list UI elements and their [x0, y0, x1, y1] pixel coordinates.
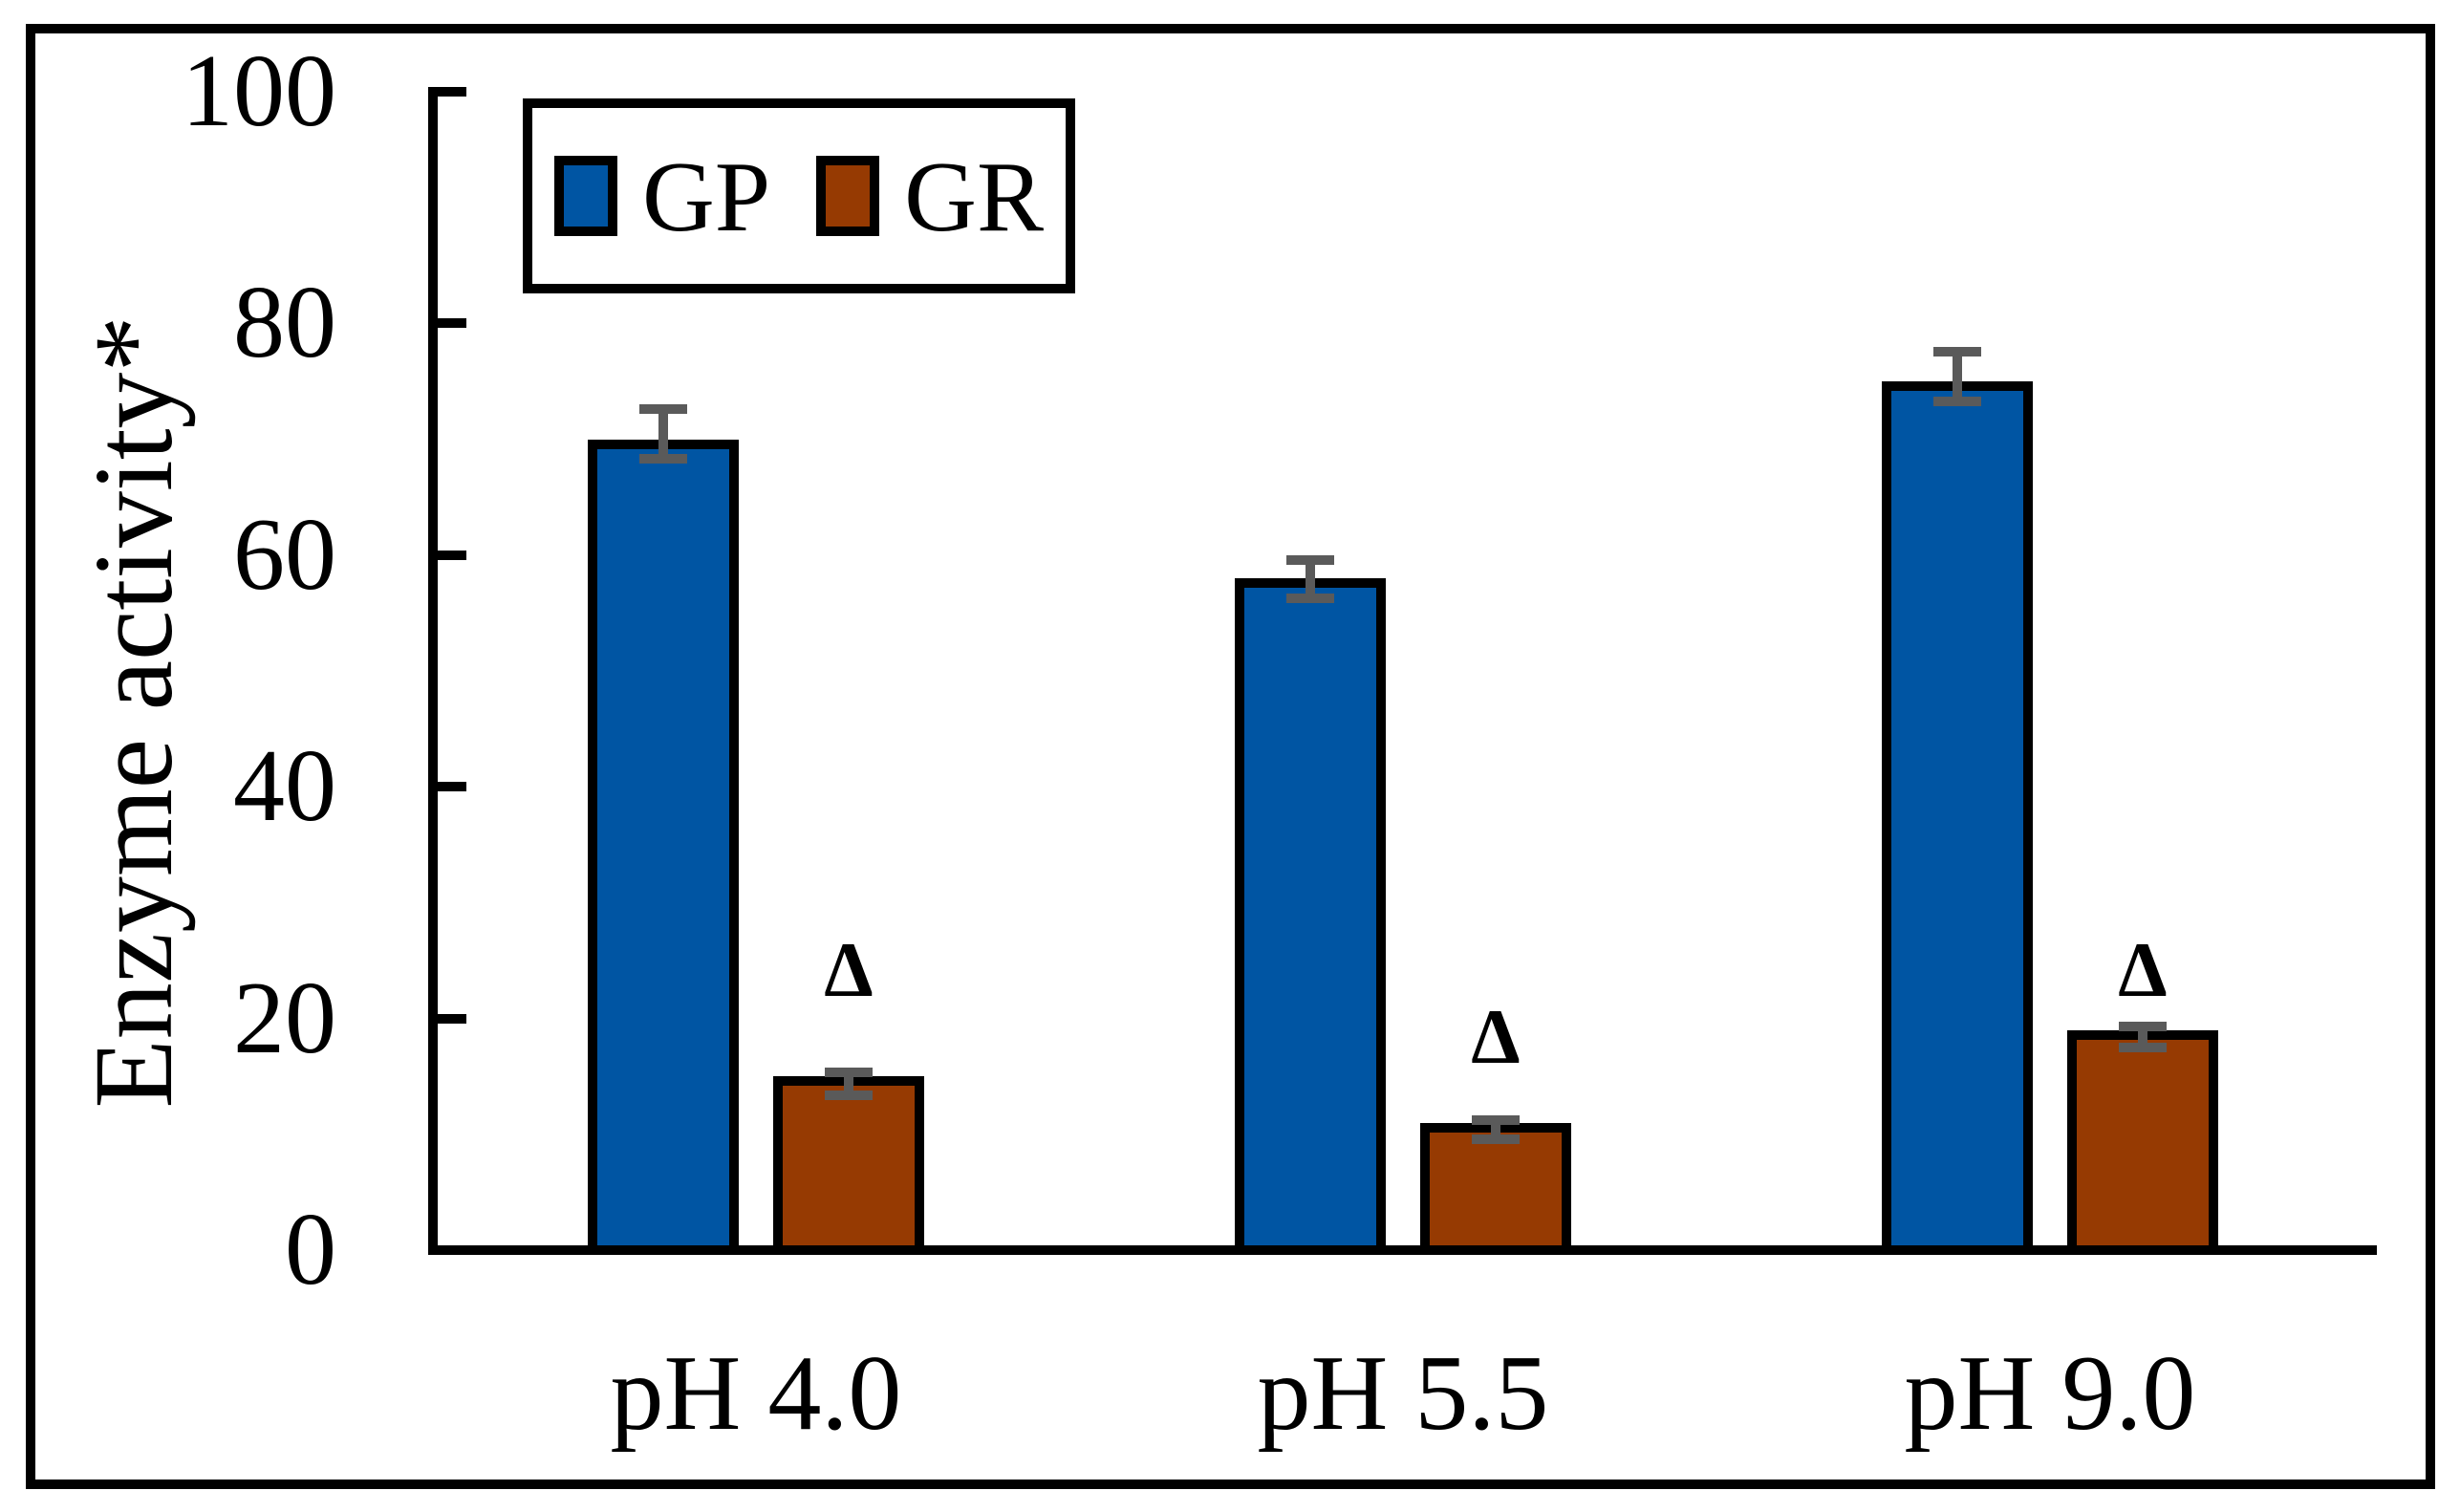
y-tick-label-80: 80 [233, 266, 336, 379]
error-bar-cap-top-GP-1 [1286, 555, 1334, 565]
error-bar-stem-GP-2 [1953, 347, 1962, 406]
error-bar-cap-bottom-GP-0 [639, 454, 687, 464]
delta-annotation-0: Δ [824, 926, 874, 1013]
bar-GP-1 [1235, 578, 1386, 1255]
bar-GP-0 [588, 440, 739, 1255]
legend-item-gp: GP [553, 140, 771, 252]
x-category-label-2: pH 9.0 [1904, 1334, 2196, 1453]
y-axis-line [428, 87, 438, 1255]
error-bar-stem-GP-0 [658, 404, 668, 464]
error-bar-cap-top-GR-2 [2119, 1022, 2167, 1031]
x-category-label-0: pH 4.0 [610, 1334, 902, 1453]
legend-swatch-gr [816, 156, 880, 236]
y-tick-label-40: 40 [233, 729, 336, 843]
error-bar-cap-top-GR-1 [1472, 1115, 1520, 1125]
error-bar-stem-GR-2 [2138, 1022, 2147, 1052]
bar-GP-2 [1882, 381, 2033, 1255]
error-bar-cap-bottom-GR-0 [825, 1091, 873, 1100]
delta-annotation-2: Δ [2118, 926, 2168, 1013]
error-bar-stem-GR-1 [1491, 1115, 1500, 1144]
y-tick-100 [428, 87, 466, 97]
y-tick-80 [428, 318, 466, 328]
y-tick-60 [428, 551, 466, 560]
error-bar-cap-top-GP-2 [1933, 347, 1981, 356]
error-bar-stem-GP-1 [1306, 555, 1315, 603]
error-bar-cap-top-GR-0 [825, 1068, 873, 1077]
bar-GR-2 [2067, 1030, 2218, 1255]
legend-label-gp: GP [641, 140, 771, 252]
x-category-label-1: pH 5.5 [1257, 1334, 1549, 1453]
y-tick-label-100: 100 [182, 34, 336, 148]
figure-frame [26, 24, 2435, 1489]
delta-annotation-1: Δ [1471, 993, 1521, 1080]
y-tick-label-20: 20 [233, 961, 336, 1075]
y-tick-label-60: 60 [233, 498, 336, 612]
y-tick-label-0: 0 [285, 1193, 336, 1307]
error-bar-cap-bottom-GP-2 [1933, 397, 1981, 406]
x-axis-line [428, 1245, 2377, 1255]
legend-swatch-gp [553, 156, 617, 236]
error-bar-stem-GR-0 [844, 1068, 853, 1100]
y-tick-40 [428, 782, 466, 791]
legend-label-gr: GR [904, 140, 1045, 252]
error-bar-cap-bottom-GR-1 [1472, 1134, 1520, 1144]
error-bar-cap-top-GP-0 [639, 404, 687, 414]
bar-GR-0 [773, 1076, 924, 1255]
legend-box: GP GR [523, 98, 1075, 293]
y-tick-20 [428, 1014, 466, 1024]
error-bar-cap-bottom-GR-2 [2119, 1043, 2167, 1052]
error-bar-cap-bottom-GP-1 [1286, 594, 1334, 603]
legend-item-gr: GR [816, 146, 1044, 247]
